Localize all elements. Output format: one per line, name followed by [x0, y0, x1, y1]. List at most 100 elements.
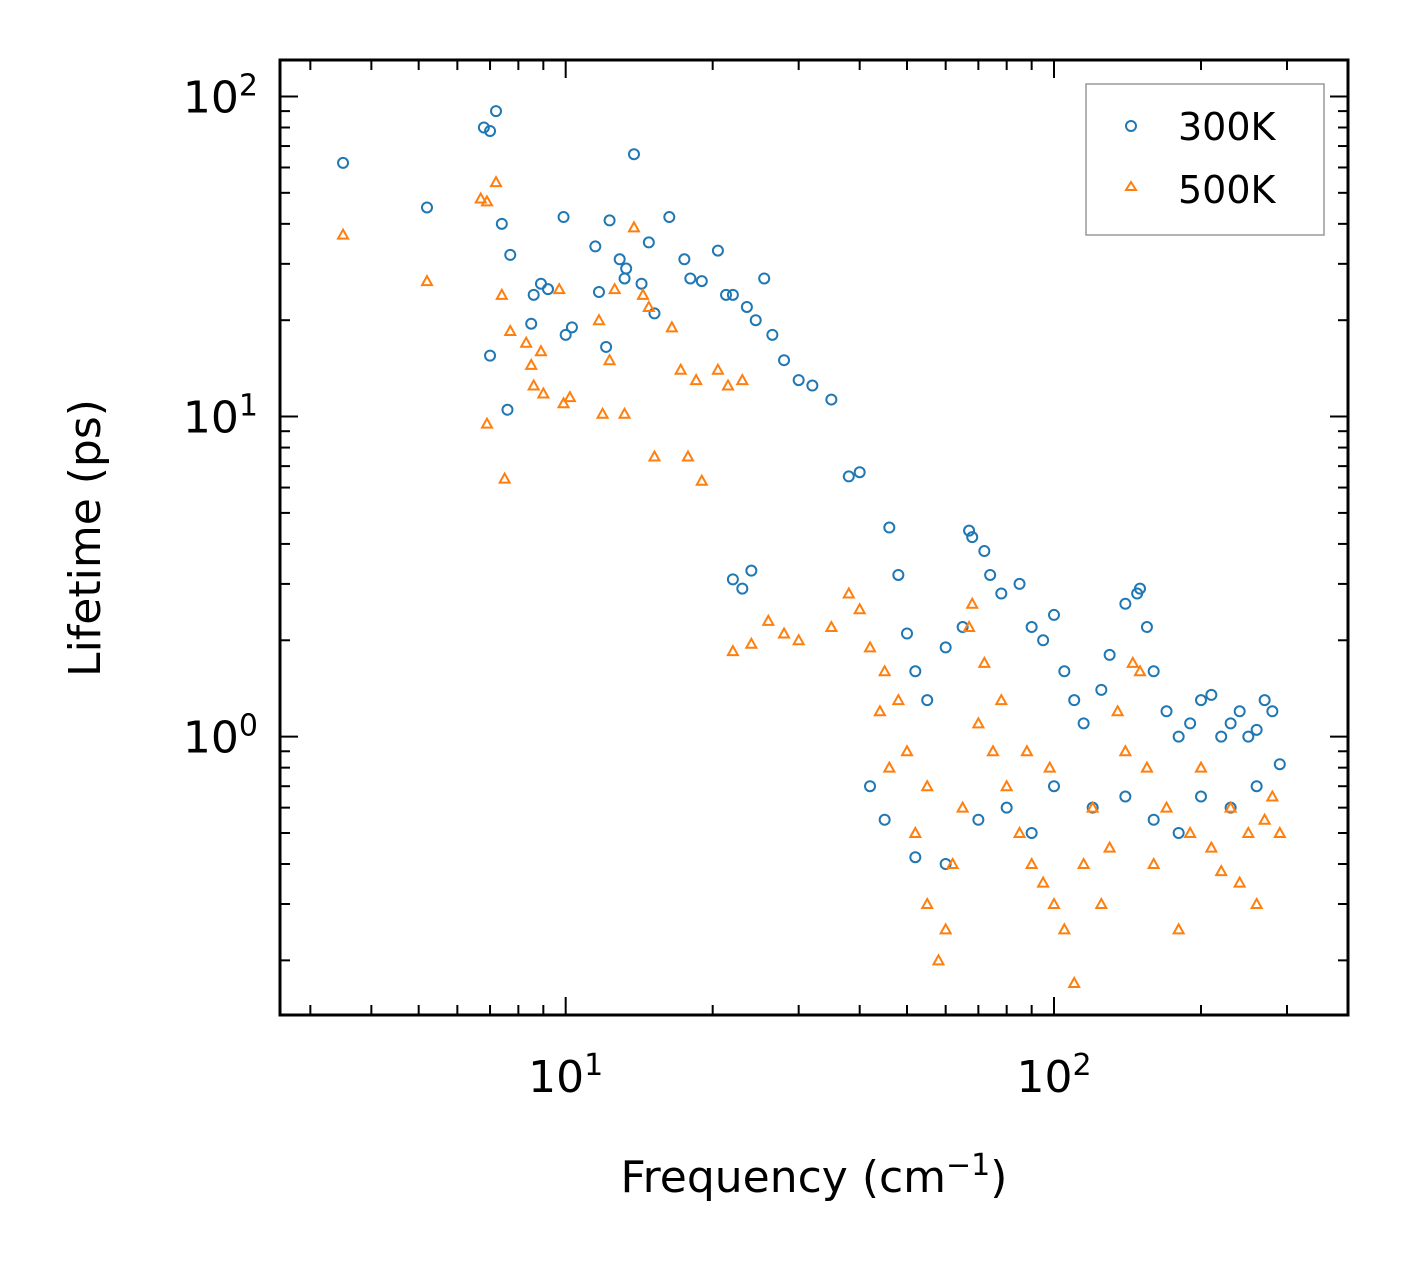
300k-point	[642, 236, 655, 249]
legend-300k-marker	[1125, 120, 1137, 132]
500k-point	[1159, 800, 1174, 813]
500k-point	[665, 320, 679, 333]
500k-point	[1241, 825, 1256, 838]
legend-500k-label: 500K	[1178, 168, 1277, 212]
500k-point	[1076, 856, 1091, 870]
300k-point	[853, 466, 866, 479]
300k-point	[711, 244, 724, 257]
500k-point	[994, 693, 1009, 706]
500k-point	[627, 220, 641, 233]
500k-point	[495, 287, 509, 300]
legend-box	[1085, 83, 1325, 236]
300k-point	[972, 813, 985, 826]
500k-point	[882, 760, 897, 773]
300k-point	[541, 283, 554, 296]
300k-point	[1215, 730, 1228, 743]
500k-point	[1140, 760, 1154, 773]
500k-point	[824, 619, 839, 633]
500k-point	[877, 664, 892, 677]
300k-point	[484, 125, 497, 138]
500k-point	[1273, 825, 1287, 838]
300k-point	[603, 214, 616, 227]
300k-point	[966, 531, 979, 544]
300k-point	[592, 285, 605, 298]
300k-point	[501, 403, 514, 416]
500k-point	[681, 449, 695, 462]
500k-point	[920, 896, 934, 909]
500k-point	[1183, 825, 1197, 838]
300k-point	[825, 393, 838, 406]
500k-point	[1257, 812, 1272, 825]
300k-point	[527, 288, 540, 301]
500k-point	[689, 373, 703, 386]
300k-point	[1119, 597, 1132, 610]
300k-point	[978, 545, 991, 558]
500k-point	[920, 779, 934, 792]
300k-point	[484, 349, 497, 362]
300k-point	[736, 582, 749, 595]
500k-point	[986, 744, 1000, 757]
500k-point	[852, 602, 867, 615]
y-tick-label: 101	[183, 388, 258, 444]
300k-point	[1172, 730, 1185, 743]
300k-point	[557, 211, 570, 224]
500k-point	[636, 287, 650, 300]
300k-point	[864, 780, 877, 793]
300k-point	[1037, 634, 1050, 647]
300k-point	[921, 694, 934, 707]
series-300k-markers	[337, 105, 1286, 871]
500k-point	[534, 344, 548, 357]
300k-point	[504, 248, 517, 261]
300k-point	[1048, 780, 1061, 793]
300k-point	[1013, 577, 1026, 590]
500k-point	[556, 396, 571, 409]
500k-point	[420, 274, 434, 287]
300k-point	[337, 156, 350, 169]
500k-point	[563, 390, 577, 403]
500k-point	[777, 626, 791, 639]
500k-point	[695, 473, 709, 486]
500k-point	[1043, 760, 1057, 773]
300k-point	[1025, 621, 1038, 634]
300k-point	[842, 470, 855, 483]
300k-point	[963, 524, 976, 537]
500k-point	[744, 636, 759, 649]
series-500k-markers	[336, 175, 1287, 988]
500k-point	[945, 856, 960, 870]
y-axis-label: Lifetime (ps)	[60, 399, 111, 677]
300k-point	[758, 272, 771, 285]
300k-point	[1266, 705, 1279, 718]
500k-point	[900, 744, 914, 757]
300k-point	[1147, 665, 1160, 678]
300k-point	[1250, 780, 1263, 793]
300k-point	[1147, 813, 1160, 826]
300k-point	[1058, 665, 1071, 678]
500k-point	[1012, 825, 1027, 838]
300k-point	[1224, 717, 1237, 730]
axis-ticks	[280, 60, 1349, 1015]
500k-point	[1047, 896, 1061, 909]
500k-point	[1146, 856, 1161, 870]
300k-point	[635, 277, 648, 290]
500k-point	[480, 194, 494, 207]
500k-point	[1171, 922, 1186, 935]
500k-point	[595, 406, 610, 419]
300k-point	[648, 307, 661, 320]
300k-point	[909, 851, 922, 864]
300k-point	[1250, 723, 1263, 736]
500k-point	[673, 362, 688, 375]
500k-point	[592, 313, 606, 326]
500k-point	[931, 953, 946, 966]
500k-point	[1133, 664, 1147, 677]
300k-point	[1077, 717, 1090, 730]
300k-point	[1140, 621, 1153, 634]
300k-point	[1119, 790, 1132, 803]
300k-point	[684, 272, 697, 285]
300k-point	[745, 564, 758, 577]
500k-point	[1110, 704, 1125, 717]
300k-point	[589, 240, 602, 253]
x-tick-label: 101	[528, 1048, 603, 1104]
500k-point	[607, 282, 622, 295]
500k-point	[336, 227, 350, 240]
